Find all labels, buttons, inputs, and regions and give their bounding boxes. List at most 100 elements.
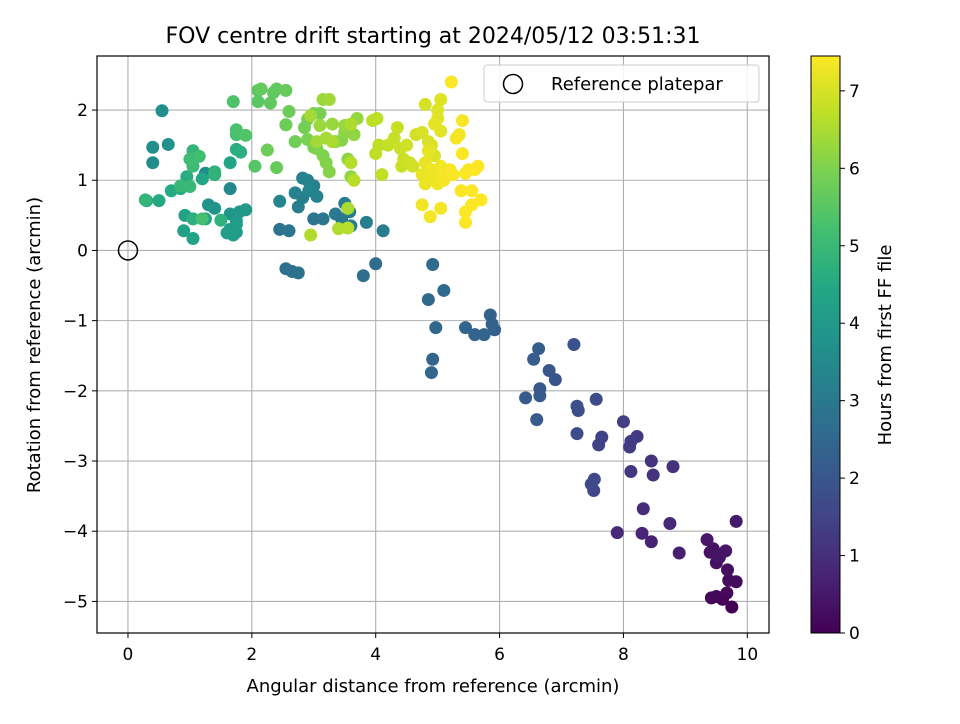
data-point	[234, 145, 248, 159]
data-point	[533, 389, 547, 403]
data-point	[459, 215, 473, 229]
x-tick-label: 0	[123, 645, 134, 665]
data-point	[624, 434, 638, 448]
x-tick-label: 8	[618, 645, 629, 665]
data-point	[239, 203, 253, 217]
data-point	[146, 156, 160, 170]
data-point	[325, 135, 339, 149]
data-point	[214, 213, 228, 227]
data-point	[646, 468, 660, 482]
data-point	[418, 97, 432, 111]
y-axis-label: Rotation from reference (arcmin)	[24, 197, 45, 493]
colorbar-gradient	[810, 55, 841, 634]
colorbar-tick-label: 2	[849, 469, 860, 489]
data-point	[174, 179, 188, 193]
data-point	[260, 143, 274, 157]
data-point	[282, 104, 296, 118]
legend-label: Reference platepar	[551, 74, 723, 95]
data-point	[273, 194, 287, 208]
data-point	[719, 544, 733, 558]
x-tick-label: 2	[246, 645, 257, 665]
data-point	[183, 180, 197, 194]
legend: Reference platepar	[483, 64, 760, 103]
data-point	[589, 392, 603, 406]
data-point	[610, 526, 624, 540]
colorbar-label: Hours from first FF file	[875, 245, 896, 446]
legend-marker-icon	[502, 73, 524, 95]
data-point	[423, 210, 437, 224]
data-point	[454, 184, 468, 198]
legend-box	[483, 64, 760, 103]
data-point	[428, 117, 442, 131]
data-point	[455, 147, 469, 161]
data-point	[635, 526, 649, 540]
data-point	[387, 131, 401, 145]
data-point	[704, 591, 718, 605]
data-point	[426, 352, 440, 366]
data-point	[304, 228, 318, 242]
data-point	[195, 172, 209, 186]
data-point	[390, 121, 404, 135]
data-point	[208, 165, 222, 179]
data-point	[644, 454, 658, 468]
data-point	[341, 221, 355, 235]
data-point	[347, 173, 361, 187]
data-point	[316, 212, 330, 226]
data-point	[532, 342, 546, 356]
x-tick-label: 4	[370, 645, 381, 665]
data-point	[177, 224, 191, 238]
data-point	[226, 95, 240, 109]
data-point	[369, 147, 383, 161]
data-point	[548, 373, 562, 387]
data-point	[254, 82, 268, 96]
y-axis-ticks: −5 −4 −3 −2 −1 0 1 2	[63, 101, 97, 612]
data-point	[616, 415, 630, 429]
data-point	[426, 257, 440, 271]
data-point	[474, 193, 488, 207]
data-point	[446, 168, 460, 182]
data-point	[369, 257, 383, 271]
data-point	[325, 117, 339, 131]
data-point	[279, 83, 293, 97]
y-tick-label: −1	[63, 312, 88, 332]
x-axis-label: Angular distance from reference (arcmin)	[247, 676, 620, 697]
data-point	[570, 427, 584, 441]
data-point	[359, 215, 373, 229]
data-point	[248, 159, 262, 173]
data-point	[322, 93, 336, 107]
data-point	[570, 399, 584, 413]
data-point	[341, 201, 355, 215]
data-point	[375, 168, 389, 182]
data-point	[208, 201, 222, 215]
data-points	[138, 75, 743, 614]
data-point	[624, 465, 638, 479]
data-point	[313, 118, 327, 132]
data-point	[444, 75, 458, 89]
data-point	[155, 104, 169, 118]
data-point	[302, 184, 316, 198]
data-point	[722, 573, 736, 587]
data-point	[288, 135, 302, 149]
reference-platepar-marker	[117, 240, 139, 261]
data-point	[270, 161, 284, 175]
data-point	[138, 193, 152, 207]
chart-title: FOV centre drift starting at 2024/05/12 …	[166, 24, 701, 49]
data-point	[152, 194, 166, 208]
data-point	[195, 212, 209, 226]
data-point	[406, 159, 420, 173]
data-point	[180, 170, 194, 184]
data-point	[421, 144, 435, 158]
data-point	[186, 232, 200, 246]
data-point	[415, 198, 429, 212]
data-point	[344, 117, 358, 131]
data-point	[291, 266, 305, 280]
data-point	[721, 563, 735, 577]
y-tick-label: −2	[63, 382, 88, 402]
data-point	[663, 516, 677, 530]
data-point	[347, 128, 361, 142]
data-point	[418, 177, 432, 191]
data-point	[192, 149, 206, 163]
colorbar-tick-label: 4	[849, 314, 860, 334]
data-point	[672, 546, 686, 560]
